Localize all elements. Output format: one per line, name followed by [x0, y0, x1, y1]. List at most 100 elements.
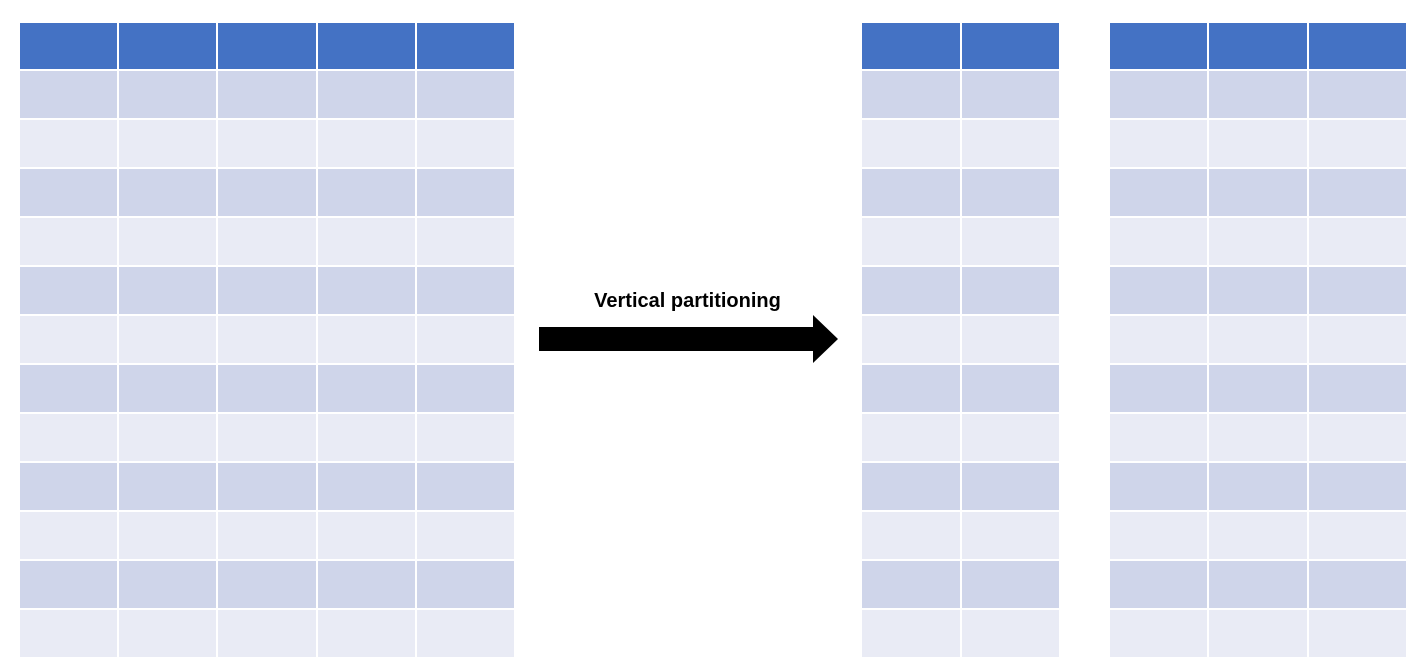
table-cell: [20, 512, 118, 559]
table-cell: [218, 218, 316, 265]
table-cell: [119, 365, 217, 412]
table-header-cell: [119, 23, 217, 69]
table-cell: [20, 561, 118, 608]
table-cell: [416, 169, 514, 216]
table-cell: [1209, 169, 1307, 216]
table-cell: [1308, 267, 1406, 314]
table-header-cell: [862, 23, 960, 69]
table-cell: [1209, 610, 1307, 657]
table-cell: [119, 218, 217, 265]
table-cell: [218, 365, 316, 412]
table-cell: [317, 120, 415, 167]
table-cell: [862, 365, 960, 412]
table-cell: [862, 561, 960, 608]
table-header-cell: [20, 23, 118, 69]
table-cell: [1209, 120, 1307, 167]
arrow-shape: [539, 315, 838, 363]
table-cell: [317, 316, 415, 363]
table-cell: [1308, 218, 1406, 265]
table-cell: [416, 120, 514, 167]
table-cell: [317, 561, 415, 608]
table-cell: [218, 512, 316, 559]
table-cell: [218, 267, 316, 314]
table-cell: [1209, 463, 1307, 510]
table-cell: [1209, 267, 1307, 314]
table-cell: [1308, 169, 1406, 216]
table-cell: [1110, 218, 1208, 265]
table-cell: [961, 561, 1059, 608]
table-cell: [1110, 316, 1208, 363]
table-cell: [862, 463, 960, 510]
table-cell: [961, 218, 1059, 265]
table-cell: [317, 71, 415, 118]
table-cell: [119, 610, 217, 657]
table-header-cell: [961, 23, 1059, 69]
table-cell: [1110, 463, 1208, 510]
table-cell: [119, 512, 217, 559]
table-cell: [416, 365, 514, 412]
table-cell: [862, 169, 960, 216]
table-cell: [1110, 169, 1208, 216]
table-cell: [218, 120, 316, 167]
table-cell: [416, 218, 514, 265]
table-cell: [1209, 218, 1307, 265]
table-cell: [1110, 610, 1208, 657]
table-cell: [862, 610, 960, 657]
table-cell: [961, 512, 1059, 559]
table-cell: [20, 267, 118, 314]
table-cell: [961, 414, 1059, 461]
table-cell: [1308, 561, 1406, 608]
table-header-cell: [317, 23, 415, 69]
table-cell: [317, 512, 415, 559]
table-cell: [1110, 71, 1208, 118]
table-cell: [20, 365, 118, 412]
table-cell: [317, 218, 415, 265]
table-cell: [20, 414, 118, 461]
right-arrow-icon: [539, 315, 838, 363]
table-cell: [1110, 512, 1208, 559]
table-cell: [1308, 365, 1406, 412]
table-cell: [317, 610, 415, 657]
table-cell: [961, 267, 1059, 314]
table-cell: [862, 267, 960, 314]
table-cell: [119, 463, 217, 510]
table-cell: [862, 218, 960, 265]
partition-table-a: [862, 23, 1059, 657]
table-cell: [1110, 365, 1208, 412]
table-cell: [416, 512, 514, 559]
table-cell: [317, 365, 415, 412]
table-cell: [119, 414, 217, 461]
table-cell: [416, 267, 514, 314]
table-cell: [20, 169, 118, 216]
table-cell: [20, 316, 118, 363]
table-cell: [1308, 316, 1406, 363]
table-cell: [1209, 512, 1307, 559]
table-cell: [416, 316, 514, 363]
table-cell: [416, 71, 514, 118]
table-cell: [1209, 71, 1307, 118]
table-cell: [20, 463, 118, 510]
table-header-cell: [1209, 23, 1307, 69]
table-cell: [1308, 512, 1406, 559]
table-cell: [862, 512, 960, 559]
table-cell: [1308, 414, 1406, 461]
table-cell: [218, 169, 316, 216]
table-cell: [119, 561, 217, 608]
table-cell: [1308, 120, 1406, 167]
table-cell: [416, 561, 514, 608]
table-cell: [1209, 316, 1307, 363]
table-cell: [119, 169, 217, 216]
table-header-cell: [1308, 23, 1406, 69]
table-cell: [20, 610, 118, 657]
table-cell: [961, 120, 1059, 167]
table-cell: [119, 71, 217, 118]
table-cell: [862, 71, 960, 118]
table-cell: [119, 267, 217, 314]
table-cell: [1110, 561, 1208, 608]
table-cell: [862, 414, 960, 461]
table-cell: [1209, 414, 1307, 461]
table-cell: [20, 71, 118, 118]
table-cell: [961, 365, 1059, 412]
table-cell: [218, 610, 316, 657]
table-cell: [218, 561, 316, 608]
